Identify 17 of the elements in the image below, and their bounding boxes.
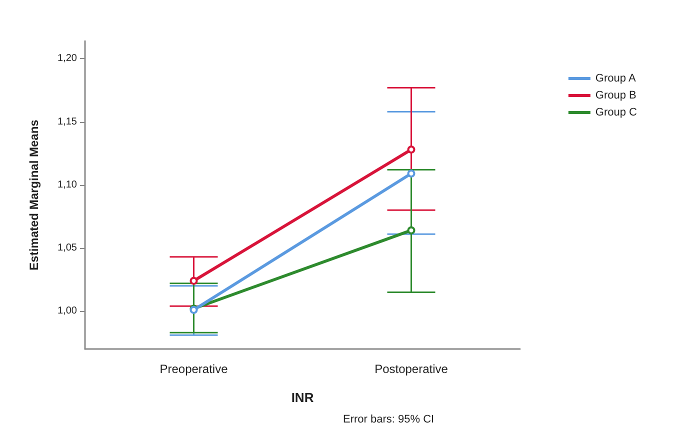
text: Error bars: 95% CI [343,414,434,426]
legend-label: Group A [595,72,636,84]
x-axis-title: INR [291,390,314,405]
y-tick-label: 1,00 [58,306,78,317]
y-tick-label: 1,10 [58,179,78,190]
point [407,146,416,154]
y-tick-label: 1,15 [58,116,78,128]
x-tick-label: Preoperative [160,362,228,376]
y-tick-label: 1,05 [58,242,78,254]
x-tick-label: Postoperative [374,362,448,376]
legend-label: Group C [595,106,638,118]
y-axis-title: Estimated Marginal Means [27,119,41,270]
y-tick-label: 1,20 [58,53,78,64]
legend-label: Group B [595,90,636,102]
point [190,276,198,285]
point [407,226,416,234]
point [407,170,416,178]
